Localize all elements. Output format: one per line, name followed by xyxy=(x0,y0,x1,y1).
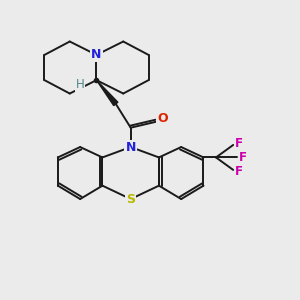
Text: F: F xyxy=(239,151,247,164)
Text: H: H xyxy=(76,78,85,91)
Text: F: F xyxy=(235,165,243,178)
Text: F: F xyxy=(235,137,243,150)
Text: S: S xyxy=(126,193,135,206)
Text: N: N xyxy=(125,140,136,154)
Text: O: O xyxy=(157,112,168,125)
Polygon shape xyxy=(97,80,118,106)
Text: N: N xyxy=(91,48,102,62)
